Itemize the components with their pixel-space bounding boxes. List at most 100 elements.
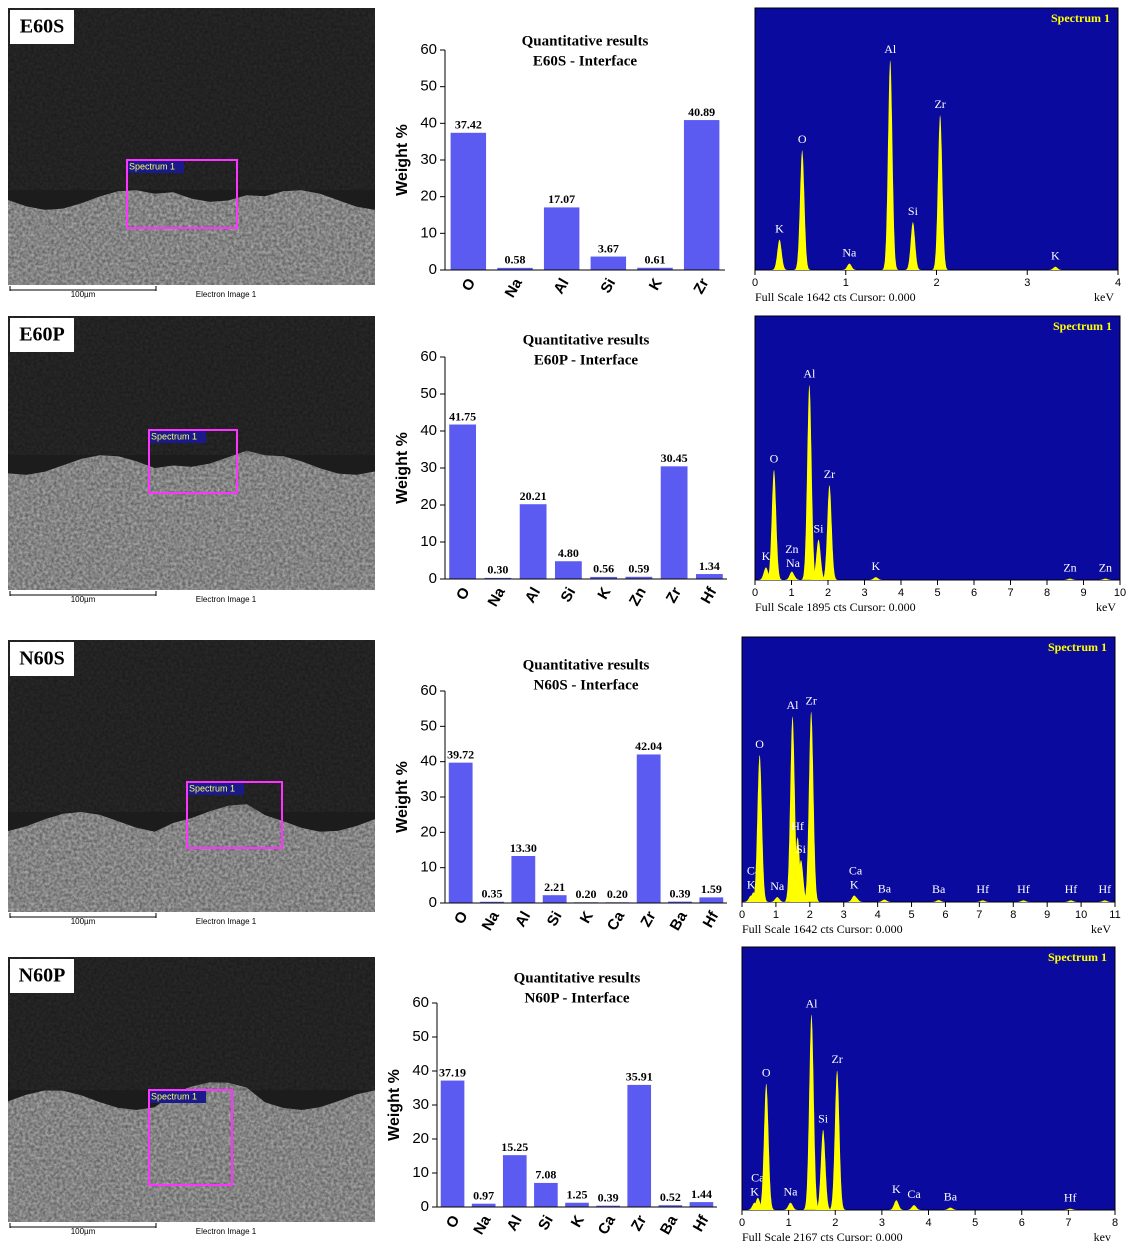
spectrum-plot (741, 636, 1116, 903)
peak (744, 892, 763, 902)
box-label-bg (150, 431, 206, 443)
value-label: 7.08 (535, 1168, 556, 1182)
x-tick-label: 7 (1007, 587, 1013, 599)
peak (768, 897, 787, 902)
peak-label: Si (796, 842, 807, 856)
bar (637, 267, 673, 270)
peak-label: Al (805, 996, 818, 1010)
peak-label: Na (783, 1184, 798, 1198)
x-tick-label: 3 (879, 1217, 885, 1229)
x-tick-label: 1 (843, 277, 849, 289)
y-tick-label: 60 (420, 348, 437, 365)
substrate-texture (8, 1082, 375, 1222)
box-label-bg (188, 783, 244, 795)
peak (973, 900, 992, 902)
bar (627, 1084, 652, 1207)
y-tick-label: 40 (412, 1062, 429, 1079)
bar (695, 574, 723, 579)
x-tick-label: 8 (1044, 587, 1050, 599)
x-tick-label: 0 (739, 1217, 745, 1229)
spectrum-box (148, 429, 238, 494)
peak-label: Na (842, 245, 857, 259)
substrate-texture (8, 450, 375, 590)
image-caption: Electron Image 1 (196, 595, 257, 604)
spectrum-box (126, 159, 238, 229)
peak-label: O (762, 1066, 771, 1080)
value-label: 0.97 (473, 1188, 494, 1202)
peak-label: Si (814, 521, 825, 535)
value-label: 35.91 (626, 1070, 653, 1084)
peak-label: Hf (1064, 1191, 1077, 1205)
bar (668, 901, 692, 903)
peak (875, 899, 894, 902)
y-axis-label: Weight % (386, 1069, 403, 1141)
x-tick-label: 9 (1080, 587, 1086, 599)
peak-label: Ca (751, 1170, 765, 1184)
peak (1061, 578, 1079, 580)
peak-label: K (1051, 249, 1060, 263)
scale-label: 100µm (71, 1227, 96, 1236)
x-tick-label: Na (484, 584, 509, 610)
peak (792, 860, 810, 902)
value-label: 20.21 (520, 489, 547, 503)
y-tick-label: 10 (420, 533, 437, 550)
peak (750, 755, 769, 902)
chart-subtitle: E60S - Interface (533, 53, 637, 69)
value-label: 0.52 (660, 1190, 681, 1204)
value-label: 0.30 (487, 563, 508, 577)
peak (783, 571, 801, 580)
x-tick-label: Ca (595, 1212, 620, 1238)
label-box (10, 642, 74, 676)
x-tick-label: Hf (690, 1212, 713, 1235)
spectrum-footer: Full Scale 2167 cts Cursor: 0.000 (742, 1230, 903, 1244)
bar (565, 1202, 589, 1207)
peak-label: Na (786, 556, 801, 570)
value-label: 40.89 (688, 105, 715, 119)
peak-label: Al (884, 42, 897, 56)
peak-label: O (798, 132, 807, 146)
x-tick-label: K (646, 275, 666, 293)
peak (846, 897, 865, 902)
x-tick-label: 4 (875, 909, 881, 921)
x-tick-label: 3 (841, 909, 847, 921)
y-tick-label: 20 (420, 496, 437, 513)
y-axis-label: Weight % (394, 124, 411, 196)
peak (781, 1202, 800, 1210)
chart-title: Quantitative results (523, 332, 650, 348)
x-tick-label: 9 (1044, 909, 1050, 921)
y-tick-label: 60 (420, 41, 437, 58)
value-label: 41.75 (449, 409, 476, 423)
x-tick-label: Si (535, 1212, 557, 1233)
x-tick-label: 1 (786, 1217, 792, 1229)
x-tick-label: K (594, 584, 614, 602)
bar (497, 267, 533, 270)
x-tick-label: 6 (942, 909, 948, 921)
y-tick-label: 30 (420, 788, 437, 805)
peak (867, 577, 885, 580)
x-tick-label: Ba (667, 908, 692, 934)
peak (1095, 900, 1114, 902)
peak (783, 716, 802, 902)
image-caption: Electron Image 1 (196, 1227, 257, 1236)
x-axis-label: keV (1094, 290, 1114, 304)
spectrum-plot (741, 946, 1116, 1211)
x-tick-label: 2 (832, 1217, 838, 1229)
x-tick-label: 4 (898, 587, 904, 599)
label-box (10, 318, 74, 352)
bar (502, 1155, 527, 1207)
x-tick-label: 3 (1024, 277, 1030, 289)
peak-label: Ba (932, 882, 946, 896)
peak-label: K (775, 221, 784, 235)
bar (683, 120, 720, 270)
x-tick-label: 8 (1010, 909, 1016, 921)
x-tick-label: 7 (976, 909, 982, 921)
bar (636, 754, 661, 903)
x-tick-label: 3 (861, 587, 867, 599)
bar (554, 561, 582, 579)
peak (1014, 900, 1033, 902)
x-tick-label: Al (550, 275, 572, 296)
peak-label: O (755, 737, 764, 751)
y-tick-label: 50 (420, 78, 437, 95)
peak-label: Zn (1063, 560, 1076, 574)
value-label: 0.39 (598, 1190, 619, 1204)
